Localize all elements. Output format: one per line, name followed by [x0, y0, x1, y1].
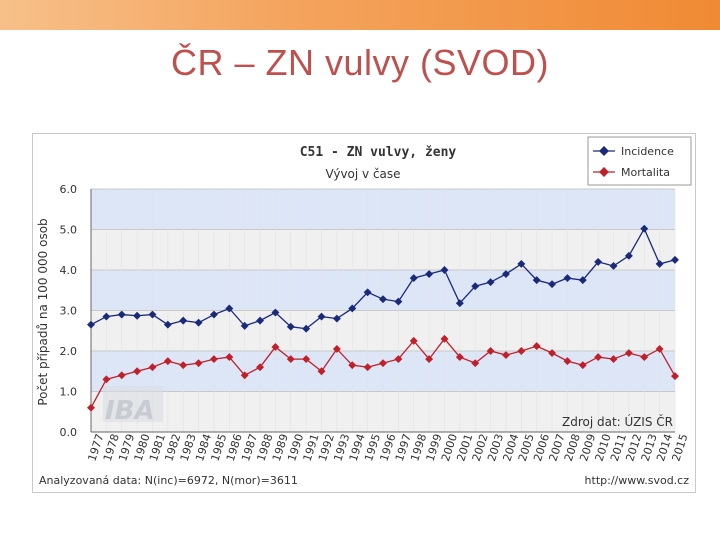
- data-point-mortalita: [256, 363, 265, 372]
- data-point-incidence: [179, 316, 188, 325]
- data-point-mortalita: [317, 367, 326, 376]
- y-axis-label: Počet případů na 100 000 osob: [36, 218, 50, 405]
- data-point-incidence: [563, 274, 572, 283]
- data-point-mortalita: [302, 355, 311, 364]
- data-point-incidence: [209, 310, 218, 319]
- data-point-mortalita: [379, 359, 387, 368]
- chart-subtitle: Vývoj v čase: [325, 167, 400, 181]
- data-point-incidence: [194, 318, 203, 327]
- data-point-incidence: [379, 295, 387, 304]
- data-point-incidence: [348, 304, 357, 313]
- data-point-mortalita: [517, 347, 526, 355]
- legend-label-incidence: Incidence: [621, 145, 674, 158]
- legend-marker-incidence: [599, 146, 609, 156]
- chart-frame: IBA 0.0 1.0 2.0 3.0 4.0 5.0 6.0 1977 1978 1979 19…: [32, 133, 696, 493]
- data-point-mortalita: [225, 353, 234, 362]
- y-tick-label: 2.0: [60, 345, 78, 358]
- data-point-incidence: [440, 266, 449, 274]
- data-point-incidence: [225, 304, 234, 313]
- data-point-mortalita: [563, 357, 572, 366]
- incidence-mortality-chart: IBA 0.0 1.0 2.0 3.0 4.0 5.0 6.0 19771978197919…: [36, 136, 692, 487]
- data-point-incidence: [332, 314, 341, 323]
- x-tick-labels: 1977197819791980198119821983198419851986…: [85, 432, 690, 463]
- legend-label-mortalita: Mortalita: [621, 166, 670, 179]
- data-point-mortalita: [425, 355, 434, 364]
- data-point-mortalita: [163, 357, 172, 366]
- data-point-mortalita: [332, 345, 341, 353]
- data-point-mortalita: [133, 367, 142, 376]
- data-point-mortalita: [286, 355, 295, 364]
- slide-title: ČR – ZN vulvy (SVOD): [170, 42, 550, 83]
- data-point-incidence: [486, 278, 495, 287]
- watermark-text: IBA: [105, 396, 155, 426]
- data-point-incidence: [532, 276, 541, 285]
- data-point-mortalita: [179, 361, 188, 370]
- data-point-mortalita: [194, 359, 203, 368]
- data-point-incidence: [256, 316, 265, 325]
- axes: [90, 189, 675, 433]
- y-tick-label: 1.0: [60, 386, 78, 399]
- y-tick-label: 6.0: [60, 183, 78, 196]
- legend-marker-mortalita: [599, 167, 609, 177]
- iba-watermark-logo: IBA: [103, 386, 163, 426]
- chart-title: C51 - ZN vulvy, ženy: [300, 145, 457, 160]
- data-point-incidence: [363, 288, 372, 297]
- y-tick-label: 5.0: [60, 224, 78, 237]
- footer-source-url[interactable]: http://www.svod.cz: [585, 474, 690, 487]
- y-tick-label: 4.0: [60, 264, 78, 277]
- data-point-mortalita: [363, 363, 372, 372]
- data-point-mortalita: [409, 336, 418, 345]
- legend: Incidence Mortalita: [587, 136, 692, 186]
- y-tick-label: 3.0: [60, 305, 78, 318]
- y-tick-labels: 0.0 1.0 2.0 3.0 4.0 5.0 6.0: [60, 183, 78, 439]
- data-point-incidence: [409, 274, 418, 283]
- data-point-mortalita: [440, 334, 449, 343]
- data-point-mortalita: [209, 355, 218, 364]
- data-point-mortalita: [394, 355, 403, 364]
- data-point-mortalita: [486, 347, 495, 355]
- data-point-incidence: [163, 320, 172, 329]
- data-point-incidence: [471, 282, 480, 291]
- footer-analyzed-data: Analyzovaná data: N(inc)=6972, N(mor)=36…: [39, 474, 298, 487]
- data-point-mortalita: [471, 359, 480, 368]
- data-point-incidence: [640, 224, 649, 233]
- data-point-incidence: [517, 259, 526, 268]
- y-tick-label: 0.0: [60, 426, 78, 439]
- source-note: Zdroj dat: ÚZIS ČR: [562, 414, 673, 429]
- data-point-mortalita: [640, 353, 649, 362]
- data-point-incidence: [302, 324, 311, 333]
- header-accent-bar: [0, 0, 720, 30]
- data-point-incidence: [394, 297, 403, 306]
- data-point-mortalita: [102, 375, 111, 384]
- data-point-mortalita: [271, 342, 280, 351]
